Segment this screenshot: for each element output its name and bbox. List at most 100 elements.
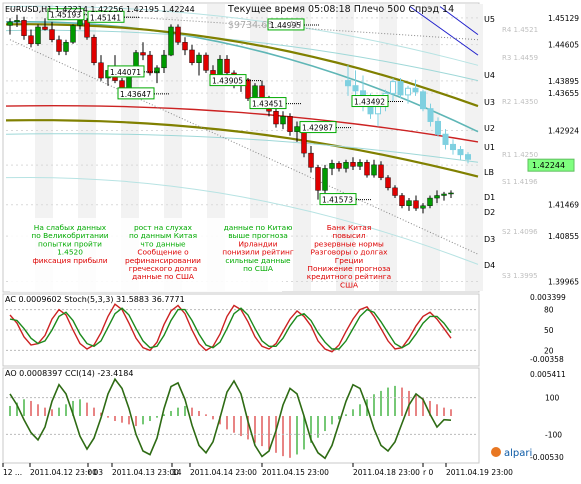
annotation-line: 1.4520 [57,248,83,257]
level-label: U4 [484,71,495,80]
candle-body [357,162,363,167]
ao-axis-label: -0.00530 [530,453,564,462]
projected-candle-body [420,91,426,110]
price-axis-label: 1.43655 [548,89,579,98]
candle-body [98,62,104,79]
price-callout-text: 1.43905 [212,77,243,86]
current-price-text: 1.42244 [532,161,565,170]
dotted-channel-bottom [9,39,479,255]
level-label: LB [484,168,494,177]
annotation-line: попытки пройти [38,239,102,248]
price-callout: 1.43647 [117,87,170,100]
stoch-axis-label: 50 [544,326,554,335]
annotation-line: Сообщение о [137,248,189,257]
candle-body [42,26,48,30]
candle-body [385,177,391,189]
current-price-box [527,158,575,172]
ao-cci-pane: 0.005411 100 -100 -0.00530 [6,370,566,462]
annotation-line: На слабых данных [34,223,107,232]
level-label: U2 [484,124,495,133]
projected-candle-body [435,120,441,135]
ao-axis-label: -100 [545,430,562,439]
candle-body [35,26,41,45]
candle-body [203,54,209,71]
annotation-line: данные по США [132,272,194,281]
projected-candle-body [442,133,449,145]
projected-candle-body [375,105,381,115]
candle-body [315,167,321,191]
annotation-line: данные по Китаю [224,223,293,232]
stochastic-pane: 0.003399 80 50 20-0.00358 [6,293,566,364]
candle-body [378,164,384,178]
candle-body [175,26,181,43]
news-annotation-box [10,218,282,292]
price-callout-text: 1.43647 [120,90,151,99]
candle-body [21,20,27,36]
stoch-axis-label: 20 [544,346,554,355]
session-stripe [422,4,440,291]
price-callout-text: 1.42987 [302,124,333,133]
symbol-header: EURUSD,H1 1.42214 1.42256 1.42195 1.4224… [5,5,195,14]
annotation-line: рефинансировании [125,256,201,265]
pivot-label: R4 1.4521 [502,26,538,34]
price-axis-label: 1.43895 [548,77,579,86]
level-label: D2 [484,208,495,217]
candle-body [84,20,90,38]
candle-body [14,20,20,23]
annotation-line: греческого долга [129,264,198,273]
candle-body [287,116,293,132]
projected-candle-body [352,85,359,92]
time-axis-label: 2011.04.18 23:00 [353,468,420,477]
time-axis-label: 2011.04.12 23:00 [30,468,97,477]
projected-candle-body [345,80,351,87]
candle-body [245,79,251,99]
candle-body [420,205,426,209]
time-axis-label: 2011.04.13 23:00 [112,468,179,477]
time-axis-label: r 03 [88,468,103,477]
price-callout-text: 1.44995 [270,21,301,30]
time-axis-label: 14 [172,468,182,477]
pivot-label: R3 1.4459 [502,54,538,62]
projected-candle-body [427,108,434,122]
stoch-axis-label: 0.003399 [530,293,566,302]
price-callout-text: 1.45193 [50,11,81,20]
candle-body [7,21,13,26]
price-axis-label: 1.42924 [548,126,579,135]
projected-candle-body [450,143,456,151]
stoch-pane-frame [2,293,480,367]
price-callout: 1.44071 [107,65,160,78]
time-axis-label: 12 ... [3,468,22,477]
annotation-line: Ирландии [238,239,277,248]
candle-body [336,163,342,169]
candle-body [63,42,69,52]
annotation-line: сильные данные [225,256,291,265]
candle-body [273,111,279,125]
ao-axis-label: 100 [545,394,560,403]
annotation-line: по США [243,264,273,273]
price-callout: 1.43905 [209,74,262,87]
equity-info: $9734.65 ... AU [228,20,302,31]
time-axis-label: 2011.04.14 23:00 [190,468,257,477]
price-axis-label: 1.39965 [548,278,579,287]
price-callout: 1.43492 [351,95,404,108]
candle-body [322,168,328,191]
pivot-label: S2 1.4096 [502,228,538,236]
ao-pane-frame [2,367,480,464]
candle-body [28,35,34,45]
annotation-line: рост на слухах [134,223,193,232]
session-stripe [465,4,483,291]
candle-body [294,126,300,132]
projected-candle-body [390,81,396,94]
time-axis-label: 2011.04.19 23:00 [446,468,513,477]
annotation-line: по данным Китая [129,231,197,240]
annotation-line: США [340,280,358,289]
price-callout: 1.42987 [299,121,352,134]
price-callout-text: 1.43492 [354,98,385,107]
candlesticks [7,14,454,214]
candle-body [448,192,454,195]
candle-body [329,163,335,169]
annotation-line: кредитного рейтинга [307,272,391,281]
candle-body [364,162,370,176]
